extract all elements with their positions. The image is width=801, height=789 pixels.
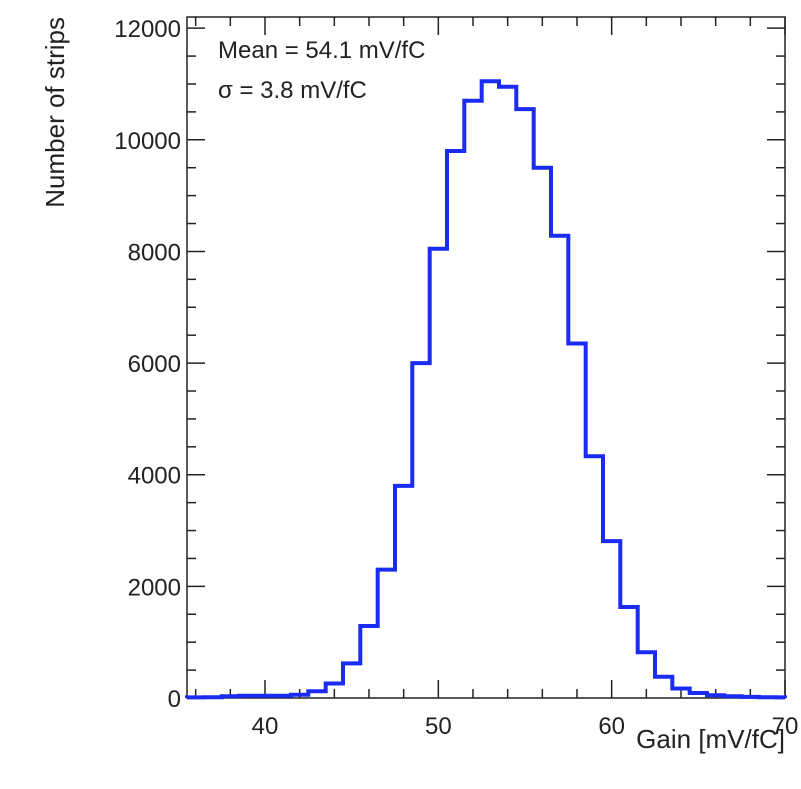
y-axis-tick-labels: 0 2000 4000 6000 8000 10000 12000 (114, 16, 181, 713)
stat-mean: Mean = 54.1 mV/fC (218, 37, 425, 64)
x-axis-tick-labels: 40 50 60 70 (252, 713, 799, 740)
x-tick-label: 60 (598, 713, 625, 740)
x-tick-label: 40 (252, 713, 279, 740)
plot-frame (186, 16, 786, 699)
y-tick-label: 2000 (128, 574, 181, 601)
x-tick-label: 70 (772, 713, 799, 740)
histogram-series-line (185, 79, 787, 700)
x-axis-title: Gain [mV/fC] (636, 724, 785, 754)
y-tick-label: 6000 (128, 351, 181, 378)
y-tick-label: 8000 (128, 239, 181, 266)
y-tick-label: 12000 (114, 16, 181, 43)
x-axis-ticks (194, 17, 786, 698)
y-tick-label: 0 (168, 686, 181, 713)
y-tick-label: 4000 (128, 463, 181, 490)
stat-sigma: σ = 3.8 mV/fC (218, 77, 367, 104)
y-tick-label: 10000 (114, 128, 181, 155)
x-tick-label: 50 (425, 713, 452, 740)
y-axis-ticks (187, 27, 785, 699)
y-axis-title: Number of strips (40, 17, 70, 208)
